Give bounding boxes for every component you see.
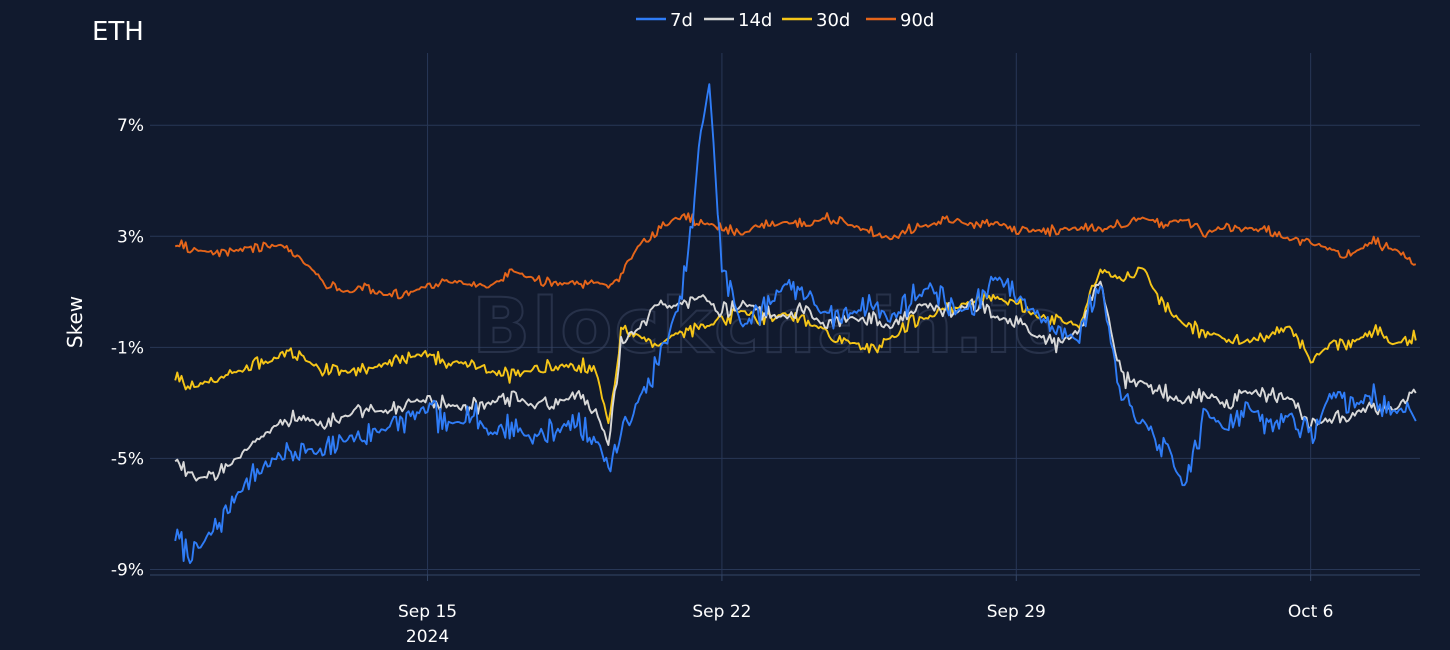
legend-label: 14d xyxy=(738,10,772,31)
legend-label: 30d xyxy=(816,10,850,31)
series-line-14d xyxy=(174,280,1417,482)
legend-item-14d[interactable]: 14d xyxy=(704,10,772,31)
series-lines xyxy=(174,83,1417,565)
y-tick-label: -5% xyxy=(111,449,144,469)
gridlines xyxy=(150,53,1420,576)
x-tick-label: Oct 6 xyxy=(1288,602,1334,622)
series-line-30d xyxy=(174,266,1417,425)
legend[interactable]: 7d 14d 30d 90d xyxy=(636,10,934,31)
chart-title: ETH xyxy=(92,17,144,47)
legend-item-90d[interactable]: 90d xyxy=(866,10,934,31)
x-year-label: 2024 xyxy=(406,627,449,647)
y-tick-label: -1% xyxy=(111,338,144,358)
x-tick-label: Sep 29 xyxy=(987,602,1046,622)
y-tick-label: 7% xyxy=(117,116,144,136)
legend-label: 7d xyxy=(670,10,693,31)
y-axis-title: Skew xyxy=(63,296,87,348)
y-tick-labels: -9% -5% -1% 3% 7% xyxy=(111,116,144,580)
watermark: Blockchain.io xyxy=(472,281,1068,370)
x-tick-labels: Sep 15 Sep 22 Sep 29 Oct 6 xyxy=(398,575,1333,622)
y-tick-label: 3% xyxy=(117,227,144,247)
x-tick-label: Sep 15 xyxy=(398,602,457,622)
series-line-90d xyxy=(174,212,1417,300)
legend-label: 90d xyxy=(900,10,934,31)
legend-item-30d[interactable]: 30d xyxy=(782,10,850,31)
legend-item-7d[interactable]: 7d xyxy=(636,10,693,31)
series-line-7d xyxy=(174,83,1417,565)
y-tick-label: -9% xyxy=(111,560,144,580)
x-tick-label: Sep 22 xyxy=(692,602,751,622)
